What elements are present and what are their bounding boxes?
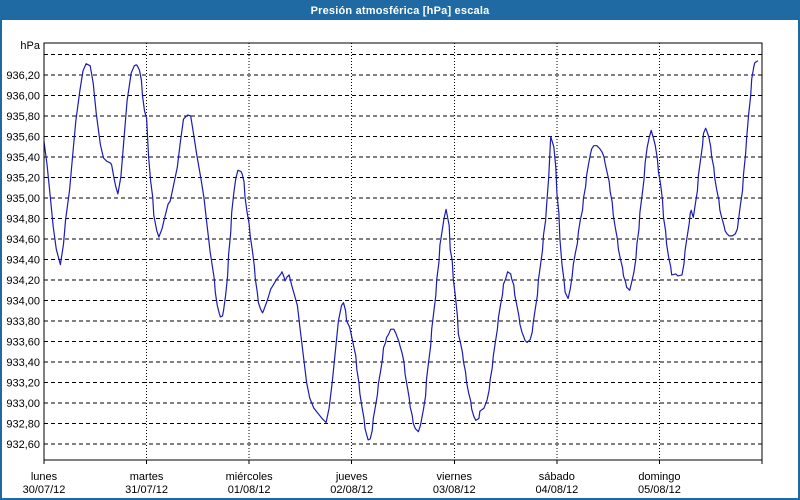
window-titlebar: Presión atmosférica [hPa] escala bbox=[2, 2, 798, 20]
y-tick-label: 934,20 bbox=[6, 275, 40, 287]
y-tick-label: 935,20 bbox=[6, 173, 40, 185]
y-tick-label: 933,40 bbox=[6, 357, 40, 369]
x-day-name-label: miércoles bbox=[226, 471, 274, 483]
x-day-date-label: 01/08/12 bbox=[228, 484, 271, 496]
y-tick-label: 934,80 bbox=[6, 214, 40, 226]
y-tick-label: 934,00 bbox=[6, 296, 40, 308]
y-tick-label: 932,60 bbox=[6, 439, 40, 451]
x-day-date-label: 30/07/12 bbox=[23, 484, 66, 496]
y-tick-label: 935,00 bbox=[6, 193, 40, 205]
y-tick-label: 933,80 bbox=[6, 316, 40, 328]
window-title: Presión atmosférica [hPa] escala bbox=[310, 5, 490, 17]
y-tick-label: 935,40 bbox=[6, 152, 40, 164]
x-day-name-label: martes bbox=[130, 471, 164, 483]
y-tick-label: 934,60 bbox=[6, 234, 40, 246]
x-day-name-label: lunes bbox=[31, 471, 58, 483]
x-day-date-label: 04/08/12 bbox=[535, 484, 578, 496]
x-day-name-label: jueves bbox=[335, 471, 368, 483]
x-day-date-label: 02/08/12 bbox=[330, 484, 373, 496]
y-tick-label: 933,00 bbox=[6, 398, 40, 410]
plot-frame bbox=[43, 42, 763, 461]
x-day-name-label: domingo bbox=[638, 471, 680, 483]
x-day-name-label: viernes bbox=[437, 471, 473, 483]
x-day-date-label: 03/08/12 bbox=[433, 484, 476, 496]
pressure-chart-plot: hPa 936,20 936,00 935,80 935,60 935,40 935,20… bbox=[6, 40, 763, 496]
x-day-date-label: 05/08/12 bbox=[638, 484, 681, 496]
y-tick-label: 935,60 bbox=[6, 132, 40, 144]
y-tick-label: 935,80 bbox=[6, 111, 40, 123]
y-axis-unit-label: hPa bbox=[20, 40, 40, 52]
plot-background bbox=[44, 43, 762, 460]
x-day-date-label: 31/07/12 bbox=[125, 484, 168, 496]
y-tick-label: 933,60 bbox=[6, 337, 40, 349]
y-tick-label: 936,00 bbox=[6, 91, 40, 103]
x-day-name-label: sábado bbox=[539, 471, 575, 483]
y-tick-label: 934,40 bbox=[6, 255, 40, 267]
y-tick-label: 933,20 bbox=[6, 378, 40, 390]
y-tick-label: 936,20 bbox=[6, 70, 40, 82]
y-tick-label: 932,80 bbox=[6, 419, 40, 431]
pressure-line bbox=[43, 60, 759, 441]
